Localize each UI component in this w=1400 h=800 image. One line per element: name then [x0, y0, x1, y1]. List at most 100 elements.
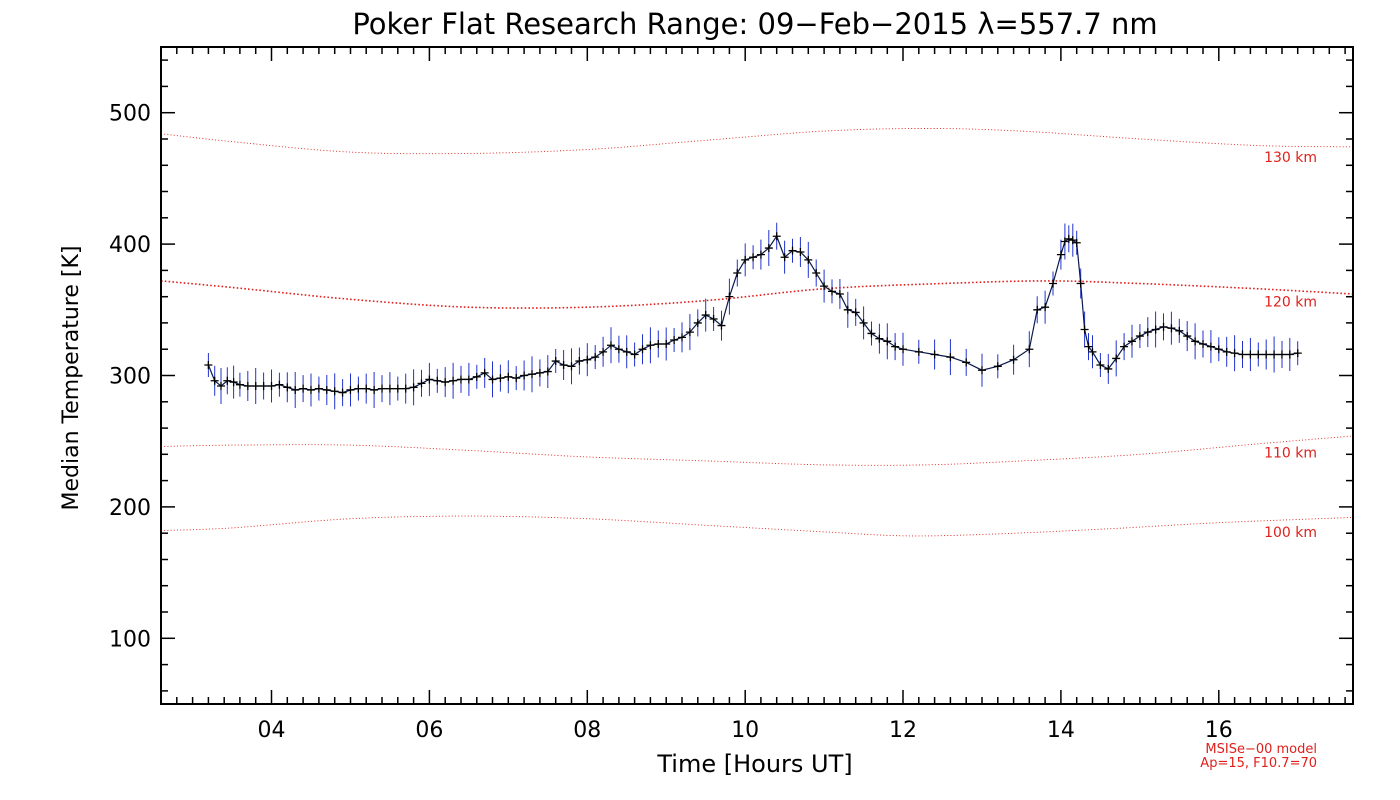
x-tick-label: 16 — [1205, 718, 1233, 743]
data-point — [354, 384, 363, 393]
data-point — [496, 374, 505, 383]
model-curve-120-km — [160, 280, 1354, 309]
data-point — [1151, 325, 1160, 334]
data-point — [251, 382, 260, 391]
data-point — [670, 336, 679, 345]
data-point — [717, 321, 726, 330]
data-point — [962, 358, 971, 367]
data-point — [551, 357, 560, 366]
data-series — [204, 232, 1302, 397]
data-point — [1120, 342, 1129, 351]
model-curve-label: 100 km — [1264, 525, 1317, 541]
data-point — [417, 379, 426, 388]
data-point — [638, 345, 647, 354]
x-tick-label: 12 — [889, 718, 917, 743]
data-point — [788, 246, 797, 255]
data-line — [207, 234, 1298, 394]
data-point — [851, 308, 860, 317]
data-point — [1033, 305, 1042, 314]
model-annotation-name: MSISe−00 model — [1205, 742, 1317, 757]
data-point — [559, 360, 568, 369]
x-tick-label: 14 — [1047, 718, 1075, 743]
data-point — [583, 355, 592, 364]
data-point — [322, 385, 331, 394]
x-tick-label: 08 — [573, 718, 601, 743]
data-point — [749, 253, 758, 262]
data-point — [1206, 342, 1215, 351]
data-point — [330, 387, 339, 396]
data-point — [338, 388, 347, 397]
data-point — [378, 384, 387, 393]
error-bars — [207, 222, 1299, 410]
data-point — [1175, 326, 1184, 335]
data-point — [393, 384, 402, 393]
data-point — [1191, 337, 1200, 346]
data-point — [1167, 324, 1176, 333]
model-curve-130-km — [160, 128, 1354, 155]
data-point — [875, 334, 884, 343]
data-point — [401, 384, 410, 393]
data-point — [606, 341, 615, 350]
data-point — [725, 292, 734, 301]
data-point — [993, 362, 1002, 371]
data-point — [1080, 325, 1089, 334]
data-point — [1293, 349, 1302, 358]
data-point — [820, 282, 829, 291]
data-point — [229, 378, 238, 387]
data-point — [1143, 328, 1152, 337]
model-curve-label: 110 km — [1264, 446, 1317, 462]
data-point — [216, 382, 225, 391]
data-point — [1183, 332, 1192, 341]
data-point — [914, 347, 923, 356]
data-point — [1112, 354, 1121, 363]
y-tick-label: 300 — [109, 365, 151, 390]
data-point — [283, 383, 292, 392]
data-point — [599, 347, 608, 356]
data-point — [480, 368, 489, 377]
data-point — [678, 333, 687, 342]
data-point — [630, 350, 639, 359]
data-point — [764, 244, 773, 253]
model-curves: 130 km 120 km 110 km 100 km — [160, 128, 1354, 541]
data-point — [662, 339, 671, 348]
data-point — [1009, 355, 1018, 364]
data-point — [441, 378, 450, 387]
data-point — [843, 305, 852, 314]
model-curve-100-km — [160, 515, 1354, 537]
data-point — [709, 314, 718, 323]
data-point — [267, 382, 276, 391]
data-point — [362, 384, 371, 393]
data-point — [472, 372, 481, 381]
data-point — [204, 360, 213, 369]
data-point — [693, 318, 702, 327]
data-point — [1127, 337, 1136, 346]
data-point — [1199, 339, 1208, 348]
data-point — [520, 371, 529, 380]
data-point — [346, 385, 355, 394]
y-tick-label: 200 — [109, 496, 151, 521]
data-point — [946, 353, 955, 362]
plot-border — [160, 46, 1354, 705]
data-point — [827, 287, 836, 296]
data-point — [210, 376, 219, 385]
model-curve-110-km — [160, 435, 1354, 466]
data-point — [528, 370, 537, 379]
data-point — [306, 385, 315, 394]
data-point — [1277, 350, 1286, 359]
data-point — [646, 341, 655, 350]
data-point — [1104, 364, 1113, 373]
data-point — [930, 350, 939, 359]
data-point — [1135, 332, 1144, 341]
x-tick-label: 04 — [258, 718, 286, 743]
data-point — [567, 362, 576, 371]
data-point — [1238, 350, 1247, 359]
model-curve-label: 130 km — [1264, 150, 1317, 166]
data-point — [504, 372, 513, 381]
data-point — [385, 384, 394, 393]
data-point — [370, 385, 379, 394]
data-point — [223, 376, 232, 385]
data-point — [780, 253, 789, 262]
data-point — [575, 357, 584, 366]
data-point — [1084, 342, 1093, 351]
data-point — [1159, 322, 1168, 331]
